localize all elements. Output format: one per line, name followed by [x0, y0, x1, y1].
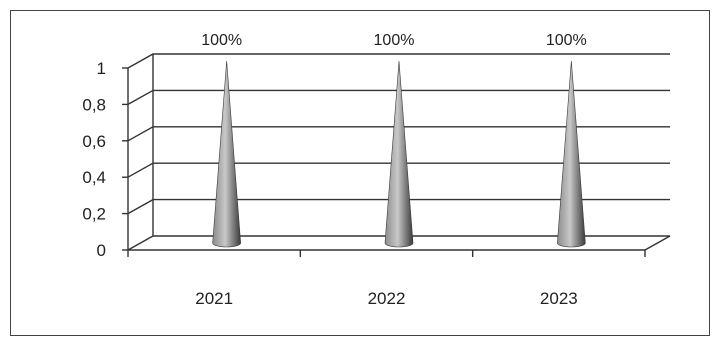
x-category-label-2021: 2021: [195, 289, 233, 308]
y-tick-label-4: 0,8: [82, 95, 106, 114]
floor-right-edge: [644, 235, 671, 251]
y-tick-label-3: 0,6: [82, 132, 106, 151]
bars-layer: [212, 60, 586, 248]
data-label-2021: 100%: [201, 32, 242, 49]
data-label-2023: 100%: [546, 32, 587, 49]
y-tick-label-5: 1: [97, 59, 106, 78]
x-category-label-2022: 2022: [368, 289, 406, 308]
cone-bar-2023: [557, 60, 586, 248]
y-tick-label-1: 0,2: [82, 205, 106, 224]
y-tick-label-0: 0: [97, 241, 106, 260]
chart-frame: [10, 10, 710, 336]
grid-layer: [127, 53, 670, 251]
x-category-label-2023: 2023: [540, 289, 578, 308]
labels-layer: 0 0,2 0,4 0,6 0,8 1 100% 2021 100% 2022 100% 2023: [82, 32, 586, 308]
data-label-2022: 100%: [374, 32, 415, 49]
cone-bar-2022: [384, 60, 414, 248]
y-tick-label-2: 0,4: [82, 168, 106, 187]
cone-bar-2021: [212, 60, 241, 248]
axis-layer: [122, 54, 671, 257]
